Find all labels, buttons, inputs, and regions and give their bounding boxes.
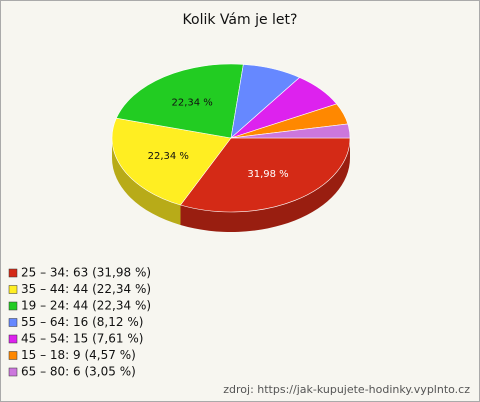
slice [115, 63, 244, 139]
slice [111, 117, 232, 206]
legend-label: 35 – 44: 44 (22,34 %) [21, 282, 151, 296]
legend-swatch [8, 268, 18, 278]
legend-label: 55 – 64: 16 (8,12 %) [21, 315, 143, 329]
legend-swatch [8, 367, 18, 377]
slice-side [180, 138, 350, 233]
legend-label: 19 – 24: 44 (22,34 %) [21, 299, 151, 313]
legend-swatch [8, 318, 18, 327]
slice-label: 31,98 % [247, 169, 288, 180]
slice-label: 22,34 % [171, 98, 212, 109]
chart-title: Kolik Vám je let? [183, 12, 298, 28]
legend-swatch [8, 301, 18, 311]
slice [179, 137, 351, 213]
legend-label: 45 – 54: 15 (7,61 %) [21, 332, 143, 346]
legend-swatch [8, 334, 18, 344]
legend-label: 25 – 34: 63 (31,98 %) [21, 266, 151, 280]
legend-swatch [8, 351, 18, 360]
slice [230, 123, 351, 139]
slice-side [111, 138, 181, 226]
legend-swatch [8, 285, 18, 294]
slice-label: 22,34 % [148, 151, 189, 162]
legend-label: 65 – 80: 6 (3,05 %) [21, 365, 136, 379]
source: zdroj: https://jak-kupujete-hodinky.vypl… [223, 383, 470, 396]
legend-label: 15 – 18: 9 (4,57 %) [21, 348, 136, 362]
